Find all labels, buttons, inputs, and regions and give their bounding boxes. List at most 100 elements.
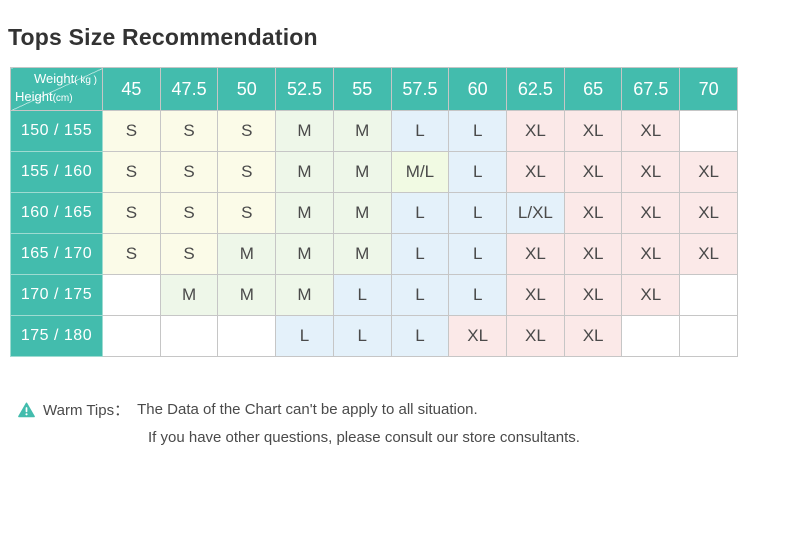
size-cell: XL	[679, 192, 738, 234]
weight-column-header: 62.5	[506, 67, 565, 111]
size-cell: XL	[621, 110, 681, 152]
size-cell: S	[102, 110, 161, 152]
page-title: Tops Size Recommendation	[8, 24, 318, 50]
corner-weight-label: Weight( kg )	[33, 71, 97, 86]
height-row-header: 170 / 175	[10, 274, 103, 316]
weight-column-header: 50	[217, 67, 277, 111]
size-cell: L	[390, 233, 450, 275]
table-row: 155 / 160 S S S M M M/L L XL XL XL XL	[10, 151, 738, 193]
height-row-header: 165 / 170	[10, 233, 103, 275]
empty-cell	[621, 315, 681, 357]
warm-tips: Warm Tips： The Data of the Chart can't b…	[18, 399, 790, 446]
size-cell: M	[275, 151, 334, 193]
size-recommendation-table: Weight( kg ) Height(cm) 45 47.5 50 52.5 55 57…	[10, 67, 738, 357]
size-cell: XL	[563, 233, 623, 275]
size-cell: XL	[506, 315, 565, 357]
weight-column-header: 70	[679, 67, 738, 111]
size-cell: M	[275, 110, 334, 152]
size-cell: S	[217, 151, 277, 193]
size-cell: S	[159, 233, 219, 275]
size-cell: L	[390, 192, 450, 234]
table-row: 150 / 155 S S S M M L L XL XL XL	[10, 110, 738, 152]
size-cell: L	[448, 192, 508, 234]
empty-cell	[679, 110, 738, 152]
empty-cell	[217, 315, 277, 357]
height-row-header: 175 / 180	[10, 315, 103, 357]
size-cell: M	[217, 274, 277, 316]
size-cell: S	[217, 110, 277, 152]
size-cell: L	[448, 274, 508, 316]
size-cell: XL	[563, 315, 623, 357]
weight-header-row: Weight( kg ) Height(cm) 45 47.5 50 52.5 55 57…	[10, 67, 738, 111]
size-cell: XL	[448, 315, 508, 357]
tips-line-1: Warm Tips： The Data of the Chart can't b…	[18, 399, 790, 420]
empty-cell	[159, 315, 219, 357]
size-cell: M	[275, 233, 334, 275]
size-cell: M	[275, 274, 334, 316]
table-row: 170 / 175 M M M L L L XL XL XL	[10, 274, 738, 316]
weight-column-header: 65	[563, 67, 623, 111]
weight-column-header: 60	[448, 67, 508, 111]
weight-column-header: 67.5	[621, 67, 681, 111]
tips-label: Warm Tips：	[43, 402, 130, 419]
size-cell: L	[448, 110, 508, 152]
warning-triangle-icon	[18, 402, 35, 418]
size-cell: S	[159, 151, 219, 193]
size-cell: M/L	[390, 151, 450, 193]
size-cell: XL	[679, 151, 738, 193]
height-row-header: 150 / 155	[10, 110, 103, 152]
table-body: 150 / 155 S S S M M L L XL XL XL 155 / 160 S S S M M M/L L…	[10, 110, 738, 357]
size-cell: M	[332, 192, 392, 234]
height-row-header: 155 / 160	[10, 151, 103, 193]
weight-column-header: 45	[102, 67, 161, 111]
size-cell: M	[217, 233, 277, 275]
weight-column-header: 47.5	[159, 67, 219, 111]
size-cell: XL	[506, 274, 565, 316]
corner-header-cell: Weight( kg ) Height(cm)	[10, 67, 103, 111]
size-cell: S	[102, 192, 161, 234]
table-row: 160 / 165 S S S M M L L L/XL XL XL XL	[10, 192, 738, 234]
size-cell: XL	[563, 151, 623, 193]
size-cell: M	[332, 151, 392, 193]
size-cell: M	[159, 274, 219, 316]
size-cell: XL	[563, 192, 623, 234]
size-cell: L	[390, 315, 450, 357]
size-cell: S	[102, 233, 161, 275]
size-cell: XL	[621, 233, 681, 275]
table-row: 165 / 170 S S M M M L L XL XL XL XL	[10, 233, 738, 275]
size-cell: XL	[506, 233, 565, 275]
size-cell: M	[275, 192, 334, 234]
size-cell: S	[217, 192, 277, 234]
corner-height-label: Height(cm)	[15, 89, 73, 104]
size-cell: XL	[621, 192, 681, 234]
size-cell: L	[332, 274, 392, 316]
weight-column-header: 57.5	[390, 67, 450, 111]
size-cell: XL	[679, 233, 738, 275]
size-cell: M	[332, 233, 392, 275]
size-cell: XL	[563, 110, 623, 152]
height-row-header: 160 / 165	[10, 192, 103, 234]
tips-text-line2: If you have other questions, please cons…	[148, 429, 580, 446]
size-cell: XL	[563, 274, 623, 316]
size-cell: XL	[506, 110, 565, 152]
weight-column-header: 52.5	[275, 67, 334, 111]
size-cell: L	[390, 110, 450, 152]
page: Tops Size Recommendation Weight( kg ) He…	[0, 24, 790, 556]
empty-cell	[102, 315, 161, 357]
size-cell: L	[448, 233, 508, 275]
size-cell: L	[332, 315, 392, 357]
size-cell: XL	[621, 151, 681, 193]
size-cell: L	[275, 315, 334, 357]
size-cell: L	[390, 274, 450, 316]
empty-cell	[102, 274, 161, 316]
empty-cell	[679, 315, 738, 357]
size-cell: S	[159, 192, 219, 234]
size-cell: S	[159, 110, 219, 152]
size-cell: L/XL	[506, 192, 565, 234]
weight-column-header: 55	[332, 67, 392, 111]
table-row: 175 / 180 L L L XL XL XL	[10, 315, 738, 357]
size-cell: M	[332, 110, 392, 152]
size-cell: S	[102, 151, 161, 193]
size-cell: XL	[506, 151, 565, 193]
size-cell: XL	[621, 274, 681, 316]
